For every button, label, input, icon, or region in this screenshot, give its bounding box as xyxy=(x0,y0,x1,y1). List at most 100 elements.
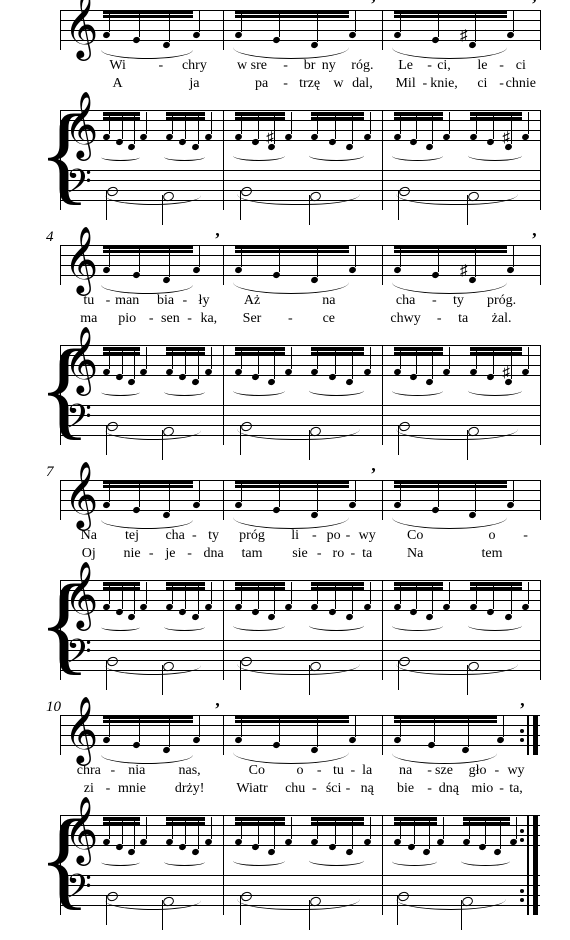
engraving-measure xyxy=(305,586,375,646)
engraving-measure xyxy=(305,116,375,176)
syllable: Co xyxy=(249,763,265,779)
syllable: Wiatr xyxy=(236,781,267,797)
engraving-measure: ♯ xyxy=(229,116,296,176)
engraving-measure xyxy=(388,586,455,646)
syllable: drży! xyxy=(175,781,205,797)
engraving-measure xyxy=(97,351,152,411)
measure-number: 10 xyxy=(46,699,61,716)
engraving-measure xyxy=(97,586,152,646)
syllable: - xyxy=(149,546,154,562)
syllable: ci xyxy=(516,58,526,74)
syllable: ści xyxy=(326,781,342,797)
syllable: Co xyxy=(407,528,423,544)
syllable: - xyxy=(110,763,115,779)
engraving-measure xyxy=(388,821,450,881)
syllable: - xyxy=(346,781,351,797)
syllable: ce xyxy=(323,311,335,327)
syllable: chu xyxy=(285,781,305,797)
syllable: ta xyxy=(458,311,468,327)
syllable: - xyxy=(283,58,288,74)
syllable: - xyxy=(427,763,432,779)
syllable: - xyxy=(312,781,317,797)
breath-mark: ’ xyxy=(519,699,525,720)
engraving-measure xyxy=(97,821,152,881)
bass-clef: 𝄢 xyxy=(66,871,92,911)
syllable: ci, xyxy=(437,58,451,74)
syllable: - xyxy=(187,311,192,327)
syllable: dal, xyxy=(352,76,373,92)
syllable: pa xyxy=(255,76,268,92)
syllable: - xyxy=(350,763,355,779)
syllable: tu xyxy=(333,763,344,779)
syllable: sen xyxy=(161,311,180,327)
syllable: - xyxy=(158,58,163,74)
syllable: pio xyxy=(118,311,136,327)
syllable: chwy xyxy=(390,311,420,327)
syllable: ta xyxy=(362,546,372,562)
syllable: ły xyxy=(199,293,210,309)
syllable: tam xyxy=(242,546,263,562)
syllable: - xyxy=(283,76,288,92)
syllable: - xyxy=(288,311,293,327)
breath-mark: ’ xyxy=(214,229,220,250)
syllable: - xyxy=(427,781,432,797)
syllable: - xyxy=(523,528,528,544)
syllable: wy xyxy=(359,528,376,544)
syllable: - xyxy=(422,76,427,92)
syllable: knie, xyxy=(430,76,458,92)
syllable: sze xyxy=(435,763,453,779)
syllable: sie xyxy=(292,546,308,562)
engraving-measure xyxy=(160,821,218,881)
syllable: Na xyxy=(81,528,97,544)
engraving-measure xyxy=(229,351,296,411)
syllable: - xyxy=(350,546,355,562)
syllable: mio xyxy=(472,781,494,797)
syllable: ro xyxy=(333,546,345,562)
syllable: - xyxy=(499,76,504,92)
syllable: - xyxy=(106,293,111,309)
treble-clef: 𝄞 xyxy=(64,466,98,524)
syllable: - xyxy=(192,528,197,544)
syllable: na xyxy=(399,763,412,779)
treble-clef: 𝄞 xyxy=(64,801,98,859)
syllable: - xyxy=(317,763,322,779)
engraving-measure xyxy=(97,116,152,176)
breath-mark: ’ xyxy=(531,229,537,250)
engraving-measure xyxy=(97,249,205,309)
syllable: - xyxy=(499,781,504,797)
syllable: gło xyxy=(469,763,487,779)
syllable: trzę xyxy=(299,76,320,92)
syllable: zi xyxy=(84,781,94,797)
engraving-measure: ♯ xyxy=(464,351,534,411)
repeat-end xyxy=(527,715,541,755)
syllable: - xyxy=(432,293,437,309)
syllable: Wi xyxy=(109,58,126,74)
syllable: nia xyxy=(128,763,145,779)
syllable: Le xyxy=(398,58,413,74)
syllable: Oj xyxy=(82,546,96,562)
breath-mark: ’ xyxy=(214,699,220,720)
syllable: ma xyxy=(80,311,97,327)
syllable: Aż xyxy=(244,293,260,309)
syllable: A xyxy=(113,76,123,92)
syllable: cha xyxy=(396,293,415,309)
engraving-measure xyxy=(305,821,375,881)
engraving-measure xyxy=(457,821,522,881)
engraving-measure xyxy=(229,586,296,646)
syllable: ną xyxy=(361,781,374,797)
syllable: cha xyxy=(165,528,184,544)
syllable: - xyxy=(187,546,192,562)
syllable: nie xyxy=(123,546,140,562)
bass-clef: 𝄢 xyxy=(66,166,92,206)
syllable: Na xyxy=(407,546,423,562)
syllable: o xyxy=(489,528,496,544)
syllable: - xyxy=(182,293,187,309)
syllable: dną xyxy=(439,781,459,797)
syllable: w sre xyxy=(237,58,267,74)
breath-mark: ’ xyxy=(531,0,537,15)
syllable: - xyxy=(317,546,322,562)
syllable: w xyxy=(333,76,343,92)
syllable: - xyxy=(494,763,499,779)
syllable: na xyxy=(322,293,335,309)
syllable: dna xyxy=(203,546,223,562)
